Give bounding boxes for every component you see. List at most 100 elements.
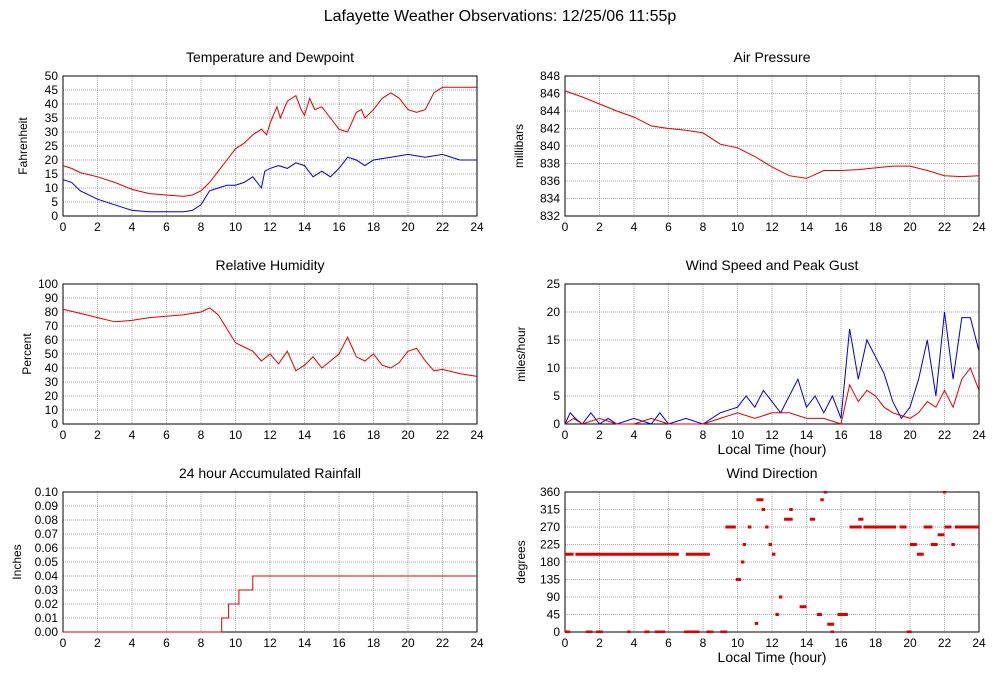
y-tick-label: 135 <box>540 573 560 587</box>
temperature-frame <box>62 75 478 217</box>
y-tick-label: 20 <box>547 305 561 319</box>
x-tick-label: 6 <box>665 428 672 442</box>
x-tick-label: 10 <box>731 220 745 234</box>
x-tick-label: 6 <box>163 428 170 442</box>
y-tick-label: 360 <box>540 485 560 499</box>
temperature-series-1 <box>63 153 477 213</box>
x-tick-label: 10 <box>229 220 243 234</box>
page-title: Lafayette Weather Observations: 12/25/06… <box>323 8 677 25</box>
x-tick-label: 4 <box>631 220 638 234</box>
y-tick-label: 25 <box>45 139 59 153</box>
y-tick-label: 20 <box>45 153 59 167</box>
x-tick-label: 6 <box>665 220 672 234</box>
y-tick-label: 45 <box>547 608 561 622</box>
y-tick-label: 100 <box>38 277 58 291</box>
x-tick-label: 16 <box>834 220 848 234</box>
x-tick-label: 4 <box>631 636 638 650</box>
direction-ylabel: degrees <box>514 540 528 583</box>
y-tick-label: 10 <box>547 361 561 375</box>
x-tick-label: 18 <box>869 636 883 650</box>
x-tick-label: 2 <box>94 428 101 442</box>
rainfall-ylabel: Inches <box>10 544 24 579</box>
x-tick-label: 18 <box>367 220 381 234</box>
x-tick-label: 6 <box>163 636 170 650</box>
x-tick-label: 8 <box>198 636 205 650</box>
x-tick-label: 12 <box>263 220 277 234</box>
x-tick-label: 20 <box>401 428 415 442</box>
x-tick-label: 14 <box>800 220 814 234</box>
x-tick-label: 12 <box>765 220 779 234</box>
x-tick-label: 4 <box>129 428 136 442</box>
x-tick-label: 22 <box>938 428 952 442</box>
x-tick-label: 18 <box>367 636 381 650</box>
wind-series-1 <box>565 366 979 425</box>
x-tick-label: 22 <box>436 428 450 442</box>
x-tick-label: 18 <box>869 428 883 442</box>
x-tick-label: 14 <box>298 428 312 442</box>
y-tick-label: 45 <box>45 83 59 97</box>
x-tick-label: 0 <box>60 428 67 442</box>
y-tick-label: 5 <box>51 195 58 209</box>
humidity-frame <box>62 283 478 425</box>
x-tick-label: 6 <box>163 220 170 234</box>
x-tick-label: 4 <box>129 636 136 650</box>
y-tick-label: 5 <box>553 389 560 403</box>
rainfall-title: 24 hour Accumulated Rainfall <box>179 465 361 481</box>
x-tick-label: 10 <box>731 428 745 442</box>
x-tick-label: 16 <box>332 220 346 234</box>
y-tick-label: 0.05 <box>35 555 59 569</box>
y-tick-label: 840 <box>540 139 560 153</box>
y-tick-label: 834 <box>540 192 560 206</box>
y-tick-label: 40 <box>45 97 59 111</box>
y-tick-label: 832 <box>540 209 560 223</box>
y-tick-label: 0.06 <box>35 541 59 555</box>
y-tick-label: 0.07 <box>35 527 59 541</box>
wind-series-0 <box>565 311 979 425</box>
y-tick-label: 0.10 <box>35 485 59 499</box>
pressure-title: Air Pressure <box>733 49 810 65</box>
y-tick-label: 848 <box>540 69 560 83</box>
x-tick-label: 20 <box>903 636 917 650</box>
y-tick-label: 0.01 <box>35 611 59 625</box>
y-tick-label: 0 <box>51 417 58 431</box>
x-tick-label: 20 <box>401 636 415 650</box>
x-tick-label: 4 <box>631 428 638 442</box>
y-tick-label: 225 <box>540 538 560 552</box>
wind-ylabel: miles/hour <box>514 326 528 381</box>
y-tick-label: 838 <box>540 157 560 171</box>
x-tick-label: 8 <box>198 220 205 234</box>
rainfall-frame <box>62 491 478 633</box>
wind-title: Wind Speed and Peak Gust <box>686 257 859 273</box>
y-tick-label: 10 <box>45 403 59 417</box>
y-tick-label: 844 <box>540 104 560 118</box>
y-tick-label: 0 <box>51 209 58 223</box>
y-tick-label: 40 <box>45 361 59 375</box>
temperature-title: Temperature and Dewpoint <box>186 49 354 65</box>
y-tick-label: 836 <box>540 174 560 188</box>
x-tick-label: 24 <box>470 636 484 650</box>
x-tick-label: 18 <box>869 220 883 234</box>
x-tick-label: 8 <box>700 428 707 442</box>
x-tick-label: 20 <box>401 220 415 234</box>
x-tick-label: 16 <box>834 428 848 442</box>
x-tick-label: 14 <box>298 636 312 650</box>
x-tick-label: 12 <box>263 428 277 442</box>
x-tick-label: 0 <box>562 428 569 442</box>
x-tick-label: 14 <box>800 428 814 442</box>
x-tick-label: 22 <box>436 220 450 234</box>
x-tick-label: 24 <box>972 220 986 234</box>
x-tick-label: 0 <box>60 636 67 650</box>
x-tick-label: 24 <box>470 220 484 234</box>
y-tick-label: 50 <box>45 69 59 83</box>
y-tick-label: 80 <box>45 305 59 319</box>
x-tick-label: 14 <box>800 636 814 650</box>
x-tick-label: 22 <box>938 220 952 234</box>
y-tick-label: 15 <box>45 167 59 181</box>
y-tick-label: 842 <box>540 122 560 136</box>
x-tick-label: 2 <box>94 636 101 650</box>
x-tick-label: 18 <box>367 428 381 442</box>
